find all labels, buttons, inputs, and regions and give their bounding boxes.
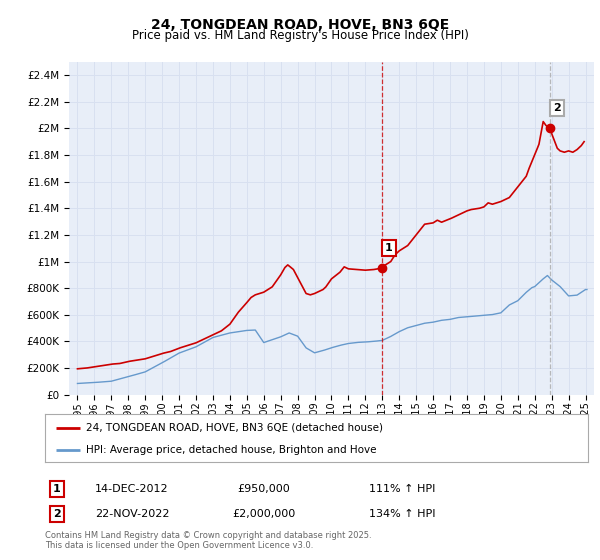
Text: £950,000: £950,000 [238,484,290,494]
Text: 111% ↑ HPI: 111% ↑ HPI [369,484,435,494]
Text: 24, TONGDEAN ROAD, HOVE, BN3 6QE (detached house): 24, TONGDEAN ROAD, HOVE, BN3 6QE (detach… [86,423,383,433]
Text: 2: 2 [53,509,61,519]
Text: 22-NOV-2022: 22-NOV-2022 [95,509,169,519]
Text: 2: 2 [553,103,561,113]
Text: 14-DEC-2012: 14-DEC-2012 [95,484,169,494]
Text: Contains HM Land Registry data © Crown copyright and database right 2025.
This d: Contains HM Land Registry data © Crown c… [45,530,371,550]
Text: 134% ↑ HPI: 134% ↑ HPI [369,509,435,519]
Text: 1: 1 [53,484,61,494]
Text: Price paid vs. HM Land Registry's House Price Index (HPI): Price paid vs. HM Land Registry's House … [131,29,469,42]
Text: 1: 1 [385,243,393,253]
Text: 24, TONGDEAN ROAD, HOVE, BN3 6QE: 24, TONGDEAN ROAD, HOVE, BN3 6QE [151,18,449,32]
Text: £2,000,000: £2,000,000 [232,509,296,519]
Text: HPI: Average price, detached house, Brighton and Hove: HPI: Average price, detached house, Brig… [86,445,376,455]
